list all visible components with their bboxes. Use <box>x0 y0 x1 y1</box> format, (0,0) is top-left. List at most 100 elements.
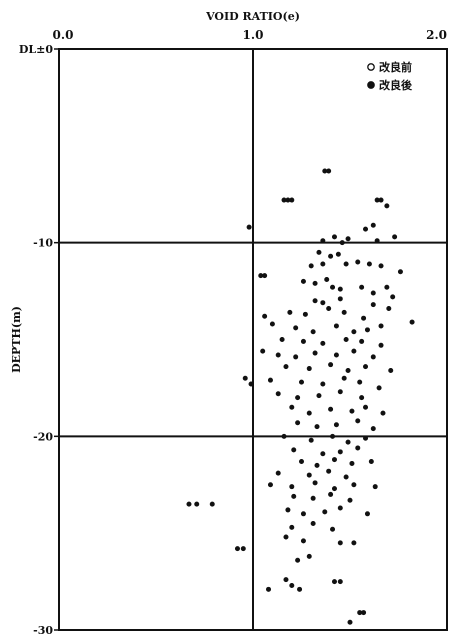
data-point <box>320 261 326 267</box>
data-point <box>326 168 332 174</box>
legend-marker <box>367 63 375 71</box>
data-point <box>388 367 394 373</box>
data-point <box>320 238 326 244</box>
y-axis-title: DEPTH(m) <box>10 306 23 373</box>
y-tick-label: DL±0 <box>19 43 53 56</box>
data-point <box>262 313 268 319</box>
data-point <box>337 389 343 395</box>
data-point <box>312 298 318 304</box>
data-point <box>349 408 355 414</box>
data-point <box>194 501 200 507</box>
data-point <box>285 507 291 513</box>
data-point <box>386 306 392 312</box>
legend-label: 改良前 <box>379 60 412 74</box>
data-point <box>368 459 374 465</box>
data-point <box>269 321 275 327</box>
data-point <box>361 610 367 616</box>
data-point <box>343 336 349 342</box>
data-point <box>378 342 384 348</box>
data-point <box>320 381 326 387</box>
data-point <box>289 582 295 588</box>
data-point <box>279 336 285 342</box>
data-point <box>306 553 312 559</box>
data-point <box>291 447 297 453</box>
data-point <box>287 309 293 315</box>
data-point <box>370 302 376 308</box>
data-point <box>300 278 306 284</box>
data-point <box>366 261 372 267</box>
x-tick-label: 0.0 <box>53 28 74 42</box>
data-point <box>320 451 326 457</box>
data-point <box>345 236 351 242</box>
y-tick-label: -10 <box>33 237 53 250</box>
data-point <box>333 352 339 358</box>
data-point <box>328 362 334 368</box>
data-point <box>275 391 281 397</box>
data-point <box>347 619 353 625</box>
data-point <box>328 253 334 259</box>
data-point <box>335 251 341 257</box>
data-point <box>316 393 322 399</box>
data-point <box>339 240 345 246</box>
data-point <box>331 457 337 463</box>
data-point <box>343 261 349 267</box>
data-point <box>306 410 312 416</box>
data-point <box>351 329 357 335</box>
data-point <box>281 433 287 439</box>
data-point <box>295 557 301 563</box>
data-point <box>293 354 299 360</box>
data-point <box>331 579 337 585</box>
data-point <box>275 352 281 358</box>
data-point <box>345 367 351 373</box>
data-point <box>359 395 365 401</box>
data-point <box>337 505 343 511</box>
data-point <box>289 404 295 410</box>
data-point <box>262 273 268 279</box>
data-point <box>308 437 314 443</box>
data-point <box>297 586 303 592</box>
data-point <box>364 511 370 517</box>
data-point <box>298 459 304 465</box>
data-point <box>314 462 320 468</box>
data-point <box>378 323 384 329</box>
grid-layer <box>54 48 447 631</box>
data-point <box>328 406 334 412</box>
data-point <box>186 501 192 507</box>
data-point <box>363 226 369 232</box>
data-point <box>310 329 316 335</box>
data-point <box>370 426 376 432</box>
data-point <box>289 197 295 203</box>
x-tick-label: 1.0 <box>243 28 264 42</box>
data-point <box>314 424 320 430</box>
y-tick-label: -30 <box>33 624 53 637</box>
data-point <box>300 511 306 517</box>
data-point <box>328 491 334 497</box>
legend-label: 改良後 <box>379 78 413 92</box>
data-point <box>330 526 336 532</box>
data-point <box>267 482 273 488</box>
data-point <box>370 354 376 360</box>
data-point <box>390 294 396 300</box>
data-point <box>283 364 289 370</box>
data-point <box>302 311 308 317</box>
data-point <box>266 586 272 592</box>
data-point <box>275 470 281 476</box>
data-point <box>291 493 297 499</box>
data-point <box>370 222 376 228</box>
data-point <box>326 468 332 474</box>
data-point <box>240 546 246 552</box>
data-point <box>363 404 369 410</box>
data-point <box>337 540 343 546</box>
data-point <box>378 263 384 269</box>
data-point <box>324 276 330 282</box>
data-point <box>322 509 328 515</box>
legend-marker <box>367 81 375 89</box>
data-point <box>363 364 369 370</box>
data-point <box>376 385 382 391</box>
data-point <box>300 538 306 544</box>
data-point <box>384 284 390 290</box>
data-points-layer <box>186 168 415 625</box>
data-point <box>341 309 347 315</box>
